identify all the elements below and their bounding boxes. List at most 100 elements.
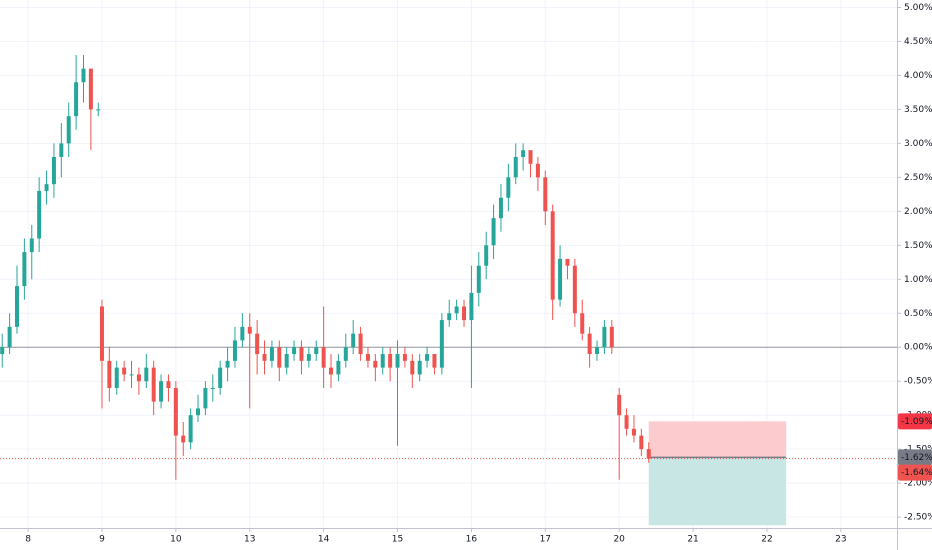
candle-body [358, 333, 363, 355]
candle-body [624, 415, 629, 429]
candle-body [66, 116, 71, 144]
price-badge-label: -1.62% [901, 453, 932, 463]
candle-body [247, 326, 252, 334]
candle-body [107, 360, 112, 389]
y-tick-label: 4.00% [904, 71, 932, 81]
candle-body [336, 360, 341, 375]
y-tick-label: 3.00% [904, 139, 932, 149]
candle-body [29, 238, 34, 253]
candle-body [469, 292, 474, 321]
candle-body [122, 367, 127, 375]
candle-body [410, 360, 415, 375]
y-tick-label: 3.50% [904, 105, 932, 115]
candle-body [196, 408, 201, 416]
candle-body [0, 347, 5, 355]
x-tick-label: 9 [99, 535, 105, 545]
candle-body [395, 354, 400, 368]
candle-body [225, 360, 230, 368]
x-tick-label: 23 [835, 535, 846, 545]
y-tick-label: -0.50% [904, 377, 932, 387]
candles [0, 55, 651, 480]
candle-body [22, 252, 27, 287]
candle-body [188, 415, 193, 443]
candle-body [314, 347, 319, 355]
candle-body [144, 367, 149, 382]
candle-body [81, 68, 86, 83]
candle-body [37, 190, 42, 239]
y-tick-label: 5.00% [904, 3, 932, 13]
price-badge [898, 464, 932, 481]
candle-body [587, 333, 592, 355]
candle-body [447, 313, 452, 321]
x-tick-label: 17 [540, 535, 551, 545]
candle-body [565, 258, 570, 266]
price-badge-label: -1.09% [901, 417, 932, 427]
y-tick-label: 0.50% [904, 309, 932, 319]
y-tick-label: 2.00% [904, 207, 932, 217]
candle-body [535, 163, 540, 178]
y-tick-label: 4.50% [904, 37, 932, 47]
y-tick-label: 1.00% [904, 275, 932, 285]
candle-body [96, 109, 101, 111]
candle-body [572, 265, 577, 314]
candle-body [151, 367, 156, 402]
x-tick-label: 15 [392, 535, 403, 545]
candle-body [351, 333, 356, 348]
candle-body [218, 367, 223, 389]
candle-body [439, 320, 444, 368]
x-tick-label: 16 [466, 535, 478, 545]
candle-body [284, 354, 289, 368]
candle-body [329, 367, 334, 375]
candle-body [240, 326, 245, 341]
candle-body [595, 347, 600, 355]
candle-body [543, 177, 548, 212]
candle-body [425, 354, 430, 361]
candle-body [166, 381, 171, 389]
candle-body [521, 150, 526, 157]
candle-body [491, 218, 496, 246]
candle-body [602, 326, 607, 348]
candle-body [343, 347, 348, 361]
stop-zone [648, 421, 787, 458]
candle-body [232, 340, 237, 361]
candle-body [277, 347, 282, 368]
y-tick-label: -2.00% [904, 479, 932, 489]
candle-body [321, 347, 326, 368]
x-tick-label: 8 [25, 535, 31, 545]
candle-body [402, 354, 407, 361]
candle-body [646, 449, 651, 459]
candle-body [373, 360, 378, 368]
candle-body [609, 326, 614, 348]
candle-body [558, 258, 563, 300]
x-tick-label: 20 [613, 535, 625, 545]
candle-body [388, 354, 393, 368]
candle-body [203, 388, 208, 409]
candle-body [617, 394, 622, 416]
candle-body [159, 381, 164, 402]
candle-body [74, 82, 79, 117]
y-tick-label: -2.50% [904, 513, 932, 523]
candle-body [44, 184, 49, 191]
candle-body [498, 197, 503, 219]
x-tick-label: 21 [687, 535, 698, 545]
candle-body [462, 306, 467, 321]
candle-body [136, 374, 141, 382]
candle-body [580, 313, 585, 334]
candle-body [380, 354, 385, 368]
candle-body [7, 326, 12, 348]
candle-body [51, 156, 56, 185]
candle-body [454, 306, 459, 314]
candle-body [210, 388, 215, 390]
candle-body [506, 177, 511, 198]
candle-body [417, 360, 422, 375]
axis-labels: 5.00% 4.50% 4.00% 3.50% 3.00% 2.50% 2.00% 1.50%… [25, 3, 932, 545]
candle-body [173, 388, 178, 436]
candle-body [181, 435, 186, 443]
candle-body [528, 150, 533, 164]
candle-body [255, 333, 260, 355]
target-zone [648, 457, 787, 526]
candle-body [639, 435, 644, 450]
